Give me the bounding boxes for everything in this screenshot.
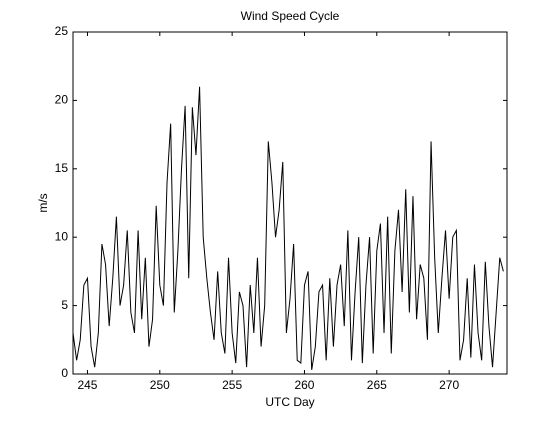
y-tick-label: 0 — [61, 366, 68, 380]
y-tick-label: 10 — [55, 229, 69, 243]
plot-area — [72, 31, 508, 375]
x-tick-label: 265 — [367, 378, 387, 392]
x-tick-label: 270 — [439, 378, 459, 392]
x-tick-label: 245 — [77, 378, 97, 392]
y-tick-label: 5 — [61, 298, 68, 312]
x-tick-label: 250 — [150, 378, 170, 392]
y-tick-label: 20 — [55, 93, 69, 107]
x-tick-label: 255 — [222, 378, 242, 392]
chart-title: Wind Speed Cycle — [241, 9, 340, 23]
x-tick-label: 260 — [294, 378, 314, 392]
y-tick-label: 15 — [55, 161, 69, 175]
y-tick-label: 25 — [55, 24, 69, 38]
data-line — [72, 86, 504, 370]
y-axis-label: m/s — [36, 193, 50, 212]
x-axis-label: UTC Day — [265, 395, 314, 409]
